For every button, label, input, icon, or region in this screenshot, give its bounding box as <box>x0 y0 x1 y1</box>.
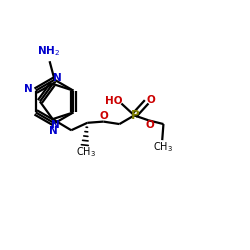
Text: N: N <box>53 74 62 84</box>
Text: O: O <box>100 111 108 121</box>
Text: HO: HO <box>105 96 123 106</box>
Text: CH$_3$: CH$_3$ <box>154 141 174 154</box>
Text: NH$_2$: NH$_2$ <box>37 44 60 58</box>
Text: N: N <box>24 84 33 94</box>
Text: CH$_3$: CH$_3$ <box>76 146 96 160</box>
Text: O: O <box>147 95 156 105</box>
Text: P: P <box>130 109 139 122</box>
Text: N: N <box>49 126 58 136</box>
Text: O: O <box>146 120 154 130</box>
Text: N: N <box>51 120 60 130</box>
